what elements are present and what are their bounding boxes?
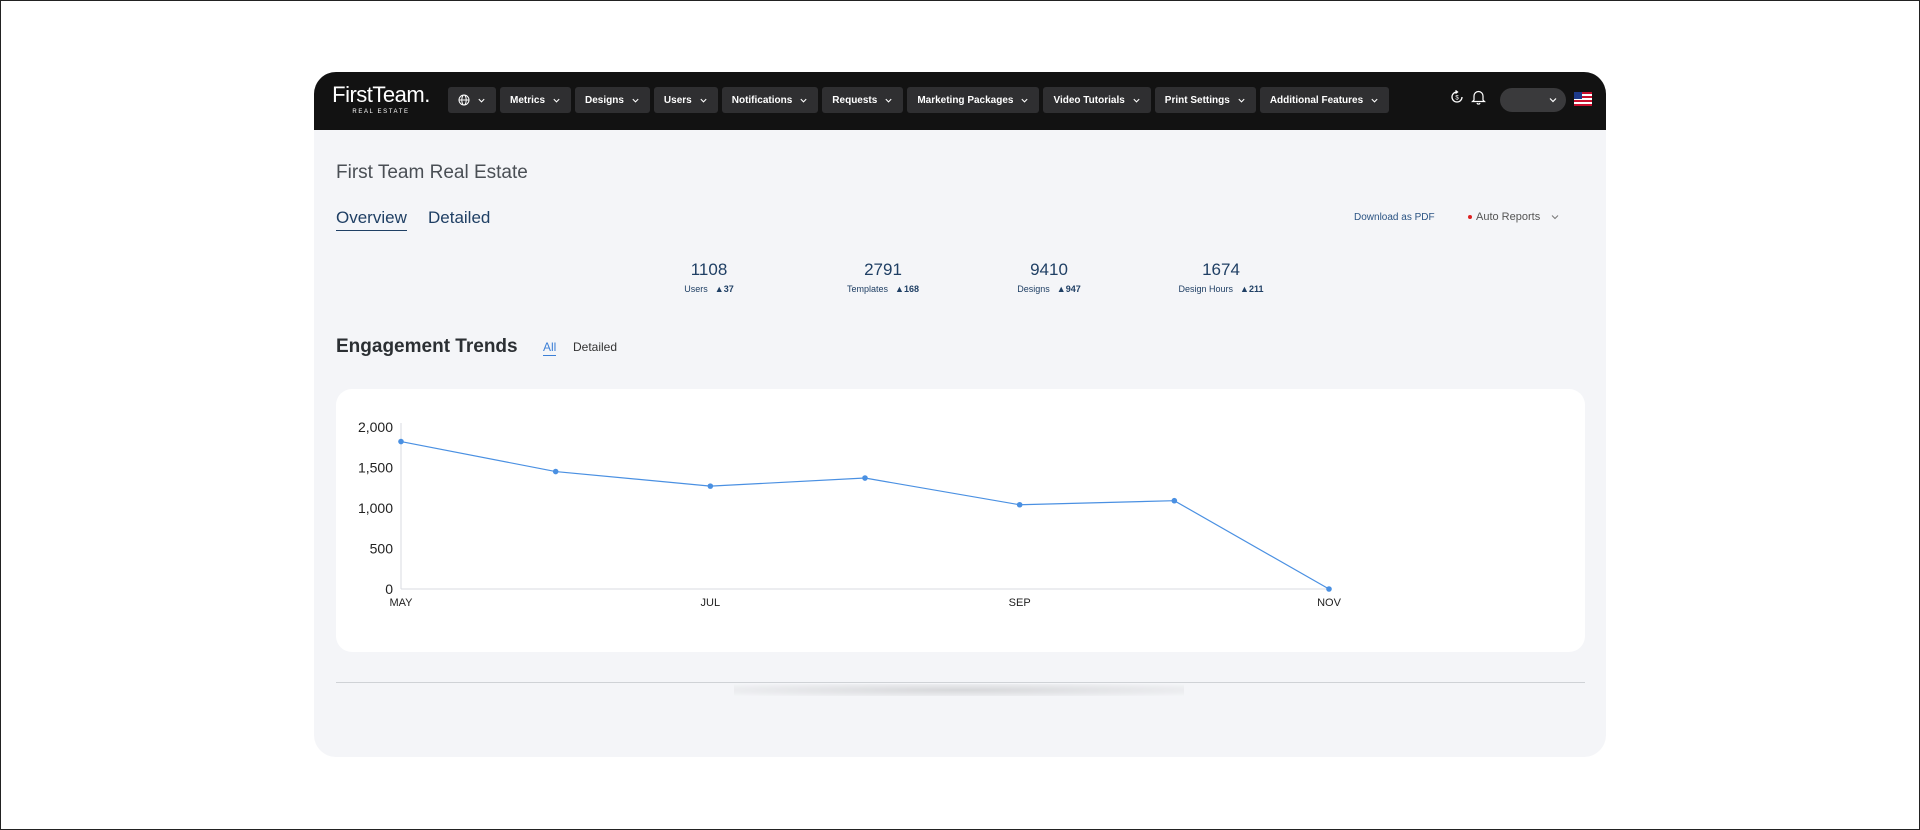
data-point (398, 438, 404, 445)
series-line (400, 440, 1330, 590)
stat-design-hours-delta: ▲211 (1240, 284, 1264, 294)
logo-main: FirstTeam. (332, 82, 430, 107)
globe-icon (458, 94, 470, 106)
stat-templates-label: Templates (847, 284, 889, 294)
x-tick-label: NOV (1317, 597, 1342, 609)
stat-design-hours-label: Design Hours (1178, 284, 1234, 294)
stat-designs-meta: Designs ▲947 (994, 284, 1104, 294)
y-tick-label: 1,500 (358, 460, 393, 476)
stat-templates-meta: Templates ▲168 (828, 284, 938, 294)
nav-additional-features[interactable]: Additional Features (1259, 87, 1390, 113)
x-tick-label: SEP (1009, 597, 1031, 609)
nav-users-label: Users (663, 94, 692, 106)
top-navbar: FirstTeam. REAL ESTATE Metrics Designs U… (314, 72, 1606, 130)
nav-designs[interactable]: Designs (575, 87, 650, 113)
stat-users-delta: ▲37 (714, 284, 734, 294)
nav-metrics-label: Metrics (510, 94, 546, 106)
y-tick-label: 2,000 (358, 419, 393, 435)
account-dropdown[interactable] (1500, 88, 1566, 112)
section-divider (336, 682, 1585, 683)
y-tick-label: 500 (370, 541, 394, 557)
app-window: FirstTeam. REAL ESTATE Metrics Designs U… (314, 72, 1606, 757)
stat-users: 1108 Users ▲37 (654, 260, 764, 294)
nav-notifications-label: Notifications (731, 94, 793, 106)
stat-users-value: 1108 (690, 260, 728, 279)
status-dot (1468, 215, 1472, 219)
stat-templates-delta: ▲168 (895, 284, 919, 294)
sync-icon[interactable]: $ (1449, 89, 1465, 105)
nav-print-settings[interactable]: Print Settings (1154, 87, 1256, 113)
filter-all[interactable]: All (543, 340, 557, 356)
chevron-down-icon (1371, 98, 1378, 103)
engagement-trends-title: Engagement Trends (336, 336, 518, 357)
stat-templates-value: 2791 (864, 260, 902, 279)
brand-logo[interactable]: FirstTeam. REAL ESTATE (327, 84, 435, 118)
stat-designs-label: Designs (1017, 284, 1050, 294)
y-tick-label: 0 (385, 581, 393, 597)
chevron-down-icon (885, 98, 892, 103)
tab-overview[interactable]: Overview (336, 208, 407, 231)
chevron-down-icon (1551, 215, 1559, 220)
nav-designs-label: Designs (585, 94, 624, 106)
chevron-down-icon (1133, 98, 1140, 103)
engagement-chart-card: 0 500 1,000 1,500 2,000 MAY JUL SEP NOV (336, 389, 1585, 652)
stat-users-label: Users (684, 284, 708, 294)
nav-print-settings-label: Print Settings (1164, 94, 1230, 106)
scroll-shadow (734, 684, 1184, 696)
nav-additional-features-label: Additional Features (1269, 94, 1364, 106)
tab-detailed[interactable]: Detailed (428, 208, 491, 227)
nav-video-tutorials-label: Video Tutorials (1053, 94, 1125, 106)
nav-requests[interactable]: Requests (822, 87, 904, 113)
page-title: First Team Real Estate (336, 162, 528, 183)
stat-design-hours-meta: Design Hours ▲211 (1156, 284, 1286, 294)
chevron-down-icon (1238, 98, 1245, 103)
nav-notifications[interactable]: Notifications (721, 87, 819, 113)
stat-users-meta: Users ▲37 (654, 284, 764, 294)
chevron-down-icon (478, 98, 485, 103)
auto-reports-dropdown[interactable]: Auto Reports (1468, 211, 1560, 223)
x-tick-label: MAY (389, 597, 413, 609)
chevron-down-icon (1549, 98, 1557, 103)
filter-detailed[interactable]: Detailed (573, 340, 618, 354)
chevron-down-icon (632, 98, 639, 103)
download-pdf-link[interactable]: Download as PDF (1354, 212, 1435, 223)
data-point (1326, 586, 1332, 592)
chevron-down-icon (700, 98, 707, 103)
topbar-actions: $ (1449, 89, 1486, 105)
chevron-down-icon (800, 98, 807, 103)
nav-video-tutorials[interactable]: Video Tutorials (1043, 87, 1151, 113)
data-point (707, 483, 714, 489)
logo-sub: REAL ESTATE (352, 109, 410, 115)
nav-requests-label: Requests (832, 94, 878, 106)
nav-metrics[interactable]: Metrics (500, 87, 572, 113)
auto-reports-label: Auto Reports (1476, 211, 1541, 223)
language-dropdown[interactable] (448, 87, 496, 113)
stat-designs-value: 9410 (1030, 260, 1068, 279)
stat-templates: 2791 Templates ▲168 (828, 260, 938, 294)
nav-users[interactable]: Users (653, 87, 718, 113)
flag-us-icon[interactable] (1574, 92, 1592, 106)
data-point (1016, 501, 1023, 508)
data-point (862, 475, 868, 481)
nav-marketing-packages[interactable]: Marketing Packages (907, 87, 1040, 113)
y-tick-label: 1,000 (358, 500, 393, 516)
svg-text:$: $ (1455, 96, 1459, 102)
nav-marketing-packages-label: Marketing Packages (917, 94, 1014, 106)
main-nav: Metrics Designs Users Notifications Requ… (448, 87, 1390, 113)
stat-designs-delta: ▲947 (1056, 284, 1081, 294)
stat-designs: 9410 Designs ▲947 (994, 260, 1104, 294)
stat-design-hours: 1674 Design Hours ▲211 (1156, 260, 1286, 294)
bell-icon[interactable] (1471, 89, 1486, 105)
engagement-line-chart: 0 500 1,000 1,500 2,000 MAY JUL SEP NOV (358, 419, 1342, 609)
chevron-down-icon (553, 98, 560, 103)
data-point (1171, 497, 1178, 504)
x-tick-label: JUL (701, 597, 721, 609)
data-point (552, 468, 559, 475)
chevron-down-icon (1021, 98, 1029, 103)
stat-design-hours-value: 1674 (1202, 260, 1240, 279)
